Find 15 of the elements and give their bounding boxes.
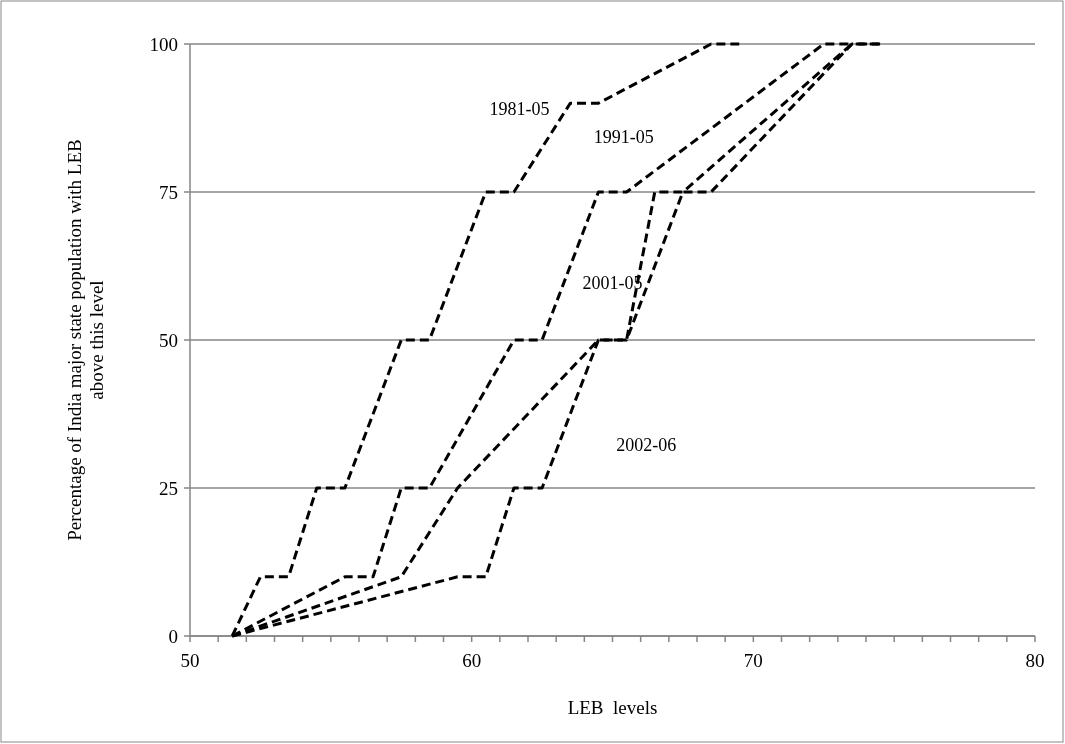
y-tick-label: 75: [159, 181, 178, 203]
x-tick-label: 80: [1025, 650, 1045, 671]
series-label: 2001-05: [582, 273, 643, 294]
x-axis-title: LEB levels: [567, 697, 658, 718]
x-tick-label: 70: [743, 650, 763, 671]
x-tick-label: 50: [180, 650, 200, 671]
y-tick-label: 100: [149, 33, 178, 55]
series-label: 1981-05: [489, 99, 550, 120]
x-tick-label: 60: [462, 650, 482, 671]
y-tick-label: 50: [159, 329, 178, 351]
text: 2002-06: [616, 435, 677, 456]
y-tick-label: 0: [168, 625, 178, 647]
series-label: 1991-05: [593, 127, 654, 148]
y-tick-label: 25: [159, 477, 178, 499]
y-axis-title: Percentage of India major state population with LEB above this level: [63, 139, 108, 541]
